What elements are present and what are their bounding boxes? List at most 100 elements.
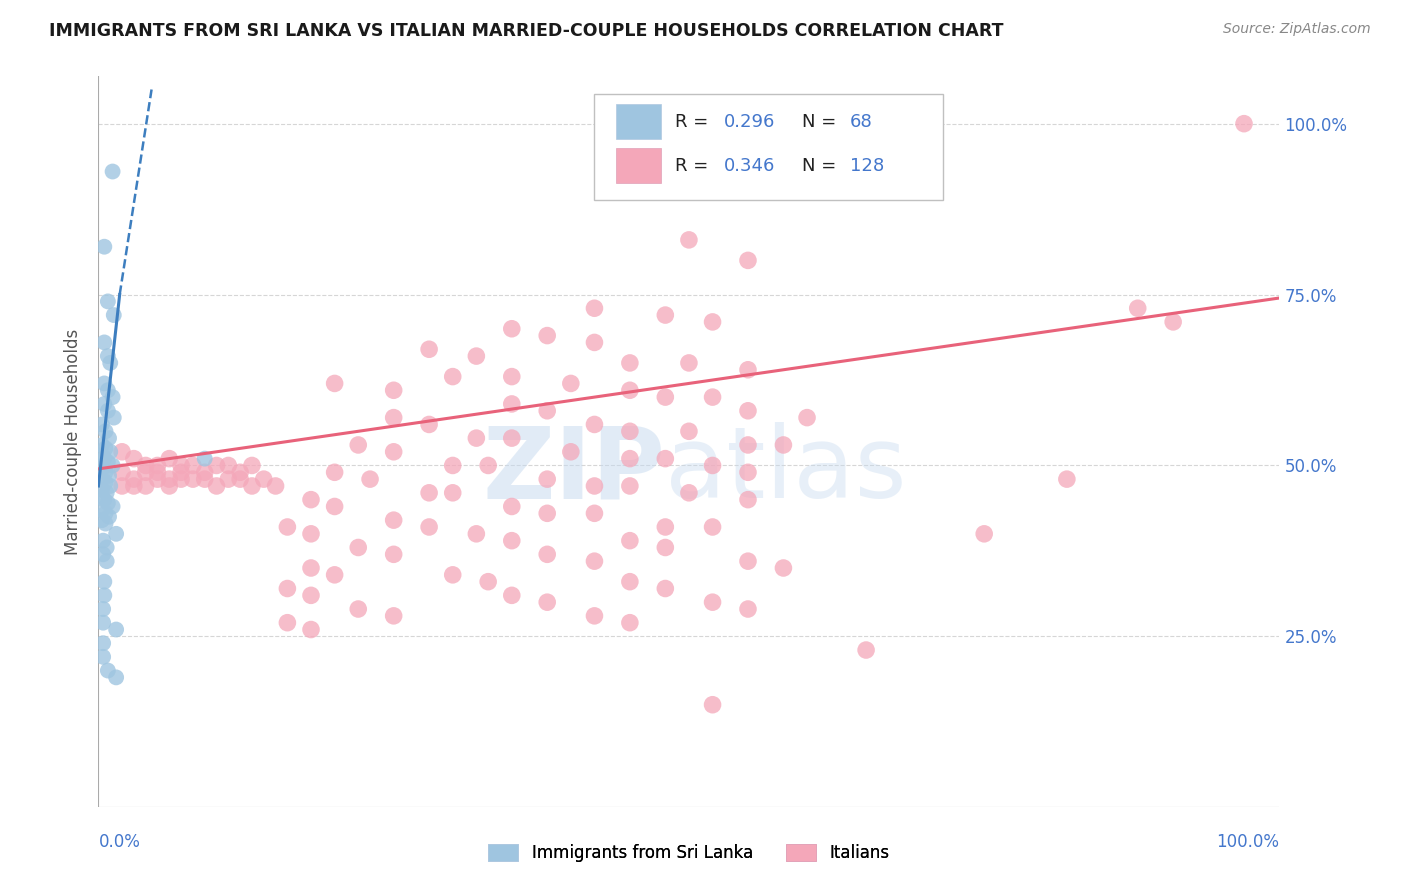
Point [583, 301, 606, 316]
Point [157, 479, 180, 493]
Point [323, 465, 346, 479]
Y-axis label: Married-couple Households: Married-couple Households [65, 328, 83, 555]
Bar [616, 148, 661, 184]
Point [135, 458, 157, 473]
Point [93, 451, 115, 466]
Point [737, 438, 759, 452]
Text: ZIP: ZIP [482, 422, 665, 519]
Point [536, 595, 558, 609]
Point [94, 475, 117, 490]
Point [98, 444, 121, 458]
Point [702, 698, 724, 712]
Point [323, 376, 346, 391]
Point [98, 479, 121, 493]
Point [194, 451, 217, 466]
FancyBboxPatch shape [595, 95, 943, 200]
Point [560, 444, 582, 458]
Point [205, 479, 228, 493]
Point [93, 492, 115, 507]
Point [737, 363, 759, 377]
Text: 0.346: 0.346 [724, 157, 776, 175]
Point [111, 465, 134, 479]
Point [1161, 315, 1184, 329]
Text: 0.296: 0.296 [724, 113, 776, 131]
Point [654, 451, 676, 466]
Point [91, 636, 114, 650]
Point [97, 496, 120, 510]
Point [441, 485, 464, 500]
Point [678, 233, 700, 247]
Point [93, 397, 115, 411]
Point [465, 349, 488, 363]
Point [855, 643, 877, 657]
Point [418, 520, 440, 534]
Point [135, 465, 157, 479]
Point [501, 322, 523, 336]
Point [98, 356, 121, 370]
Point [111, 444, 134, 458]
Point [583, 554, 606, 568]
Point [93, 574, 115, 589]
Point [772, 438, 794, 452]
Point [93, 588, 115, 602]
Point [170, 465, 193, 479]
Point [702, 458, 724, 473]
Point [1056, 472, 1078, 486]
Point [359, 472, 381, 486]
Point [157, 472, 180, 486]
Point [323, 567, 346, 582]
Point [702, 390, 724, 404]
Point [299, 526, 322, 541]
Point [418, 485, 440, 500]
Legend: Immigrants from Sri Lanka, Italians: Immigrants from Sri Lanka, Italians [482, 837, 896, 869]
Point [619, 479, 641, 493]
Point [157, 451, 180, 466]
Point [97, 384, 120, 398]
Point [170, 458, 193, 473]
Point [441, 369, 464, 384]
Point [111, 479, 134, 493]
Point [181, 472, 204, 486]
Point [205, 458, 228, 473]
Point [465, 431, 488, 445]
Text: atlas: atlas [665, 422, 907, 519]
Point [217, 472, 239, 486]
Point [619, 425, 641, 439]
Point [501, 500, 523, 514]
Point [619, 615, 641, 630]
Point [501, 431, 523, 445]
Point [264, 479, 287, 493]
Point [477, 458, 499, 473]
Point [181, 458, 204, 473]
Point [536, 404, 558, 418]
Point [619, 356, 641, 370]
Point [382, 410, 405, 425]
Point [654, 520, 676, 534]
Point [98, 431, 121, 445]
Point [465, 526, 488, 541]
Point [347, 602, 370, 616]
Point [91, 489, 114, 503]
Point [702, 315, 724, 329]
Point [97, 455, 120, 469]
Point [501, 397, 523, 411]
Point [91, 483, 114, 497]
Point [94, 425, 117, 439]
Point [93, 376, 115, 391]
Point [654, 541, 676, 555]
Bar [616, 104, 661, 139]
Point [96, 541, 118, 555]
Point [240, 479, 263, 493]
Point [91, 513, 114, 527]
Point [91, 438, 114, 452]
Text: IMMIGRANTS FROM SRI LANKA VS ITALIAN MARRIED-COUPLE HOUSEHOLDS CORRELATION CHART: IMMIGRANTS FROM SRI LANKA VS ITALIAN MAR… [49, 22, 1004, 40]
Point [97, 664, 120, 678]
Point [441, 567, 464, 582]
Text: 68: 68 [849, 113, 872, 131]
Point [536, 472, 558, 486]
Point [276, 582, 298, 596]
Point [619, 533, 641, 548]
Point [299, 588, 322, 602]
Point [93, 240, 115, 254]
Point [678, 425, 700, 439]
